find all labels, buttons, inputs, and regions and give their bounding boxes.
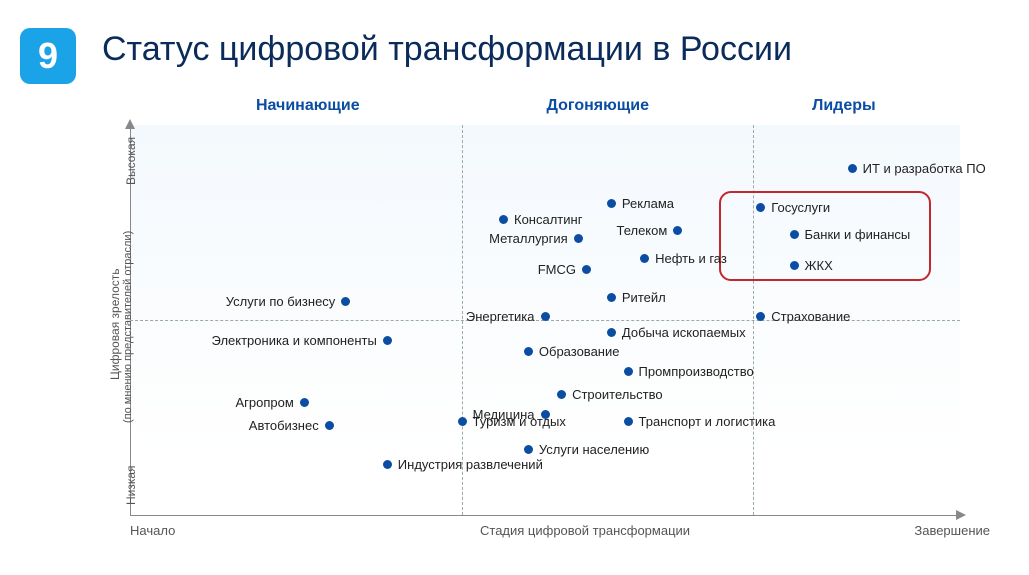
data-point: Госуслуги xyxy=(756,200,830,215)
data-point-dot-icon xyxy=(325,421,334,430)
x-axis-start-label: Начало xyxy=(130,523,175,538)
data-point-label: Банки и финансы xyxy=(805,227,911,242)
data-point-dot-icon xyxy=(524,445,533,454)
data-point-label: Ритейл xyxy=(622,290,666,305)
data-point-label: Агропром xyxy=(236,395,294,410)
data-point: Энергетика xyxy=(466,309,550,324)
data-point-dot-icon xyxy=(624,417,633,426)
data-point-label: Строительство xyxy=(572,387,662,402)
data-point-label: Металлургия xyxy=(489,231,568,246)
x-axis-arrow-icon xyxy=(956,510,966,520)
data-point: Нефть и газ xyxy=(640,251,727,266)
data-point-dot-icon xyxy=(341,297,350,306)
data-point: Образование xyxy=(524,344,620,359)
data-point: Агропром xyxy=(236,395,309,410)
data-point-dot-icon xyxy=(607,293,616,302)
data-point-dot-icon xyxy=(383,336,392,345)
x-axis-title: Стадия цифровой трансформации xyxy=(480,523,690,538)
data-point-label: FMCG xyxy=(538,262,576,277)
data-point-label: Электроника и компоненты xyxy=(212,333,377,348)
data-point-label: Страхование xyxy=(771,309,850,324)
data-point-label: Промпроизводство xyxy=(639,364,754,379)
data-point-label: Энергетика xyxy=(466,309,535,324)
data-point-dot-icon xyxy=(541,312,550,321)
data-point: Консалтинг xyxy=(499,212,582,227)
data-point-label: Транспорт и логистика xyxy=(639,414,776,429)
data-point: ИТ и разработка ПО xyxy=(848,161,986,176)
data-point-label: Реклама xyxy=(622,196,674,211)
data-point-dot-icon xyxy=(790,261,799,270)
data-point-label: Госуслуги xyxy=(771,200,830,215)
category-label: Лидеры xyxy=(812,97,876,115)
data-point: Телеком xyxy=(616,223,682,238)
data-point-label: Нефть и газ xyxy=(655,251,727,266)
data-point-dot-icon xyxy=(756,312,765,321)
data-point-dot-icon xyxy=(607,199,616,208)
data-point: Индустрия развлечений xyxy=(383,457,543,472)
data-point-dot-icon xyxy=(624,367,633,376)
data-point-dot-icon xyxy=(582,265,591,274)
data-point-label: Консалтинг xyxy=(514,212,582,227)
data-point-label: Телеком xyxy=(616,223,667,238)
data-point-dot-icon xyxy=(383,460,392,469)
data-point: Услуги населению xyxy=(524,442,649,457)
data-point-label: Туризм и отдых xyxy=(473,414,566,429)
data-point: Промпроизводство xyxy=(624,364,754,379)
data-point-dot-icon xyxy=(790,230,799,239)
data-point-label: Индустрия развлечений xyxy=(398,457,543,472)
data-point-dot-icon xyxy=(524,347,533,356)
category-label: Начинающие xyxy=(256,97,360,115)
data-point-dot-icon xyxy=(640,254,649,263)
data-point: FMCG xyxy=(538,262,591,277)
data-point-label: ИТ и разработка ПО xyxy=(863,161,986,176)
data-point-dot-icon xyxy=(557,390,566,399)
data-point-label: Добыча ископаемых xyxy=(622,325,746,340)
data-point-label: ЖКХ xyxy=(805,258,833,273)
data-point-dot-icon xyxy=(756,203,765,212)
data-point-dot-icon xyxy=(673,226,682,235)
data-point-label: Образование xyxy=(539,344,620,359)
data-point-dot-icon xyxy=(574,234,583,243)
data-point: Реклама xyxy=(607,196,674,211)
data-point-label: Услуги по бизнесу xyxy=(226,294,336,309)
category-label: Догоняющие xyxy=(547,97,650,115)
x-axis xyxy=(130,515,960,516)
data-point-dot-icon xyxy=(848,164,857,173)
data-point-dot-icon xyxy=(607,328,616,337)
data-point: Туризм и отдых xyxy=(458,414,566,429)
slide-root: { "slide_number": "9", "title": "Статус … xyxy=(0,0,1029,575)
data-point: Транспорт и логистика xyxy=(624,414,776,429)
y-axis-low-label: Низкая xyxy=(124,465,138,505)
y-axis-arrow-icon xyxy=(125,119,135,129)
data-point: ЖКХ xyxy=(790,258,833,273)
data-point-label: Автобизнес xyxy=(249,418,319,433)
data-point: Страхование xyxy=(756,309,850,324)
y-axis-title-2: (по мнению представителей отрасли) xyxy=(122,231,134,423)
data-point-dot-icon xyxy=(300,398,309,407)
data-point: Банки и финансы xyxy=(790,227,911,242)
data-point: Электроника и компоненты xyxy=(212,333,392,348)
scatter-chart: Начало Стадия цифровой трансформации Зав… xyxy=(100,115,990,545)
data-point-dot-icon xyxy=(499,215,508,224)
data-point: Автобизнес xyxy=(249,418,334,433)
data-point: Добыча ископаемых xyxy=(607,325,746,340)
slide-title: Статус цифровой трансформации в России xyxy=(102,30,792,69)
slide-number-badge: 9 xyxy=(20,28,76,84)
y-axis-title-1: Цифровая зрелость xyxy=(108,268,122,380)
x-axis-end-label: Завершение xyxy=(914,523,990,538)
y-axis-high-label: Высокая xyxy=(124,137,138,185)
data-point: Металлургия xyxy=(489,231,583,246)
data-point: Услуги по бизнесу xyxy=(226,294,351,309)
data-point-label: Услуги населению xyxy=(539,442,649,457)
data-point: Строительство xyxy=(557,387,662,402)
data-point: Ритейл xyxy=(607,290,666,305)
data-point-dot-icon xyxy=(458,417,467,426)
